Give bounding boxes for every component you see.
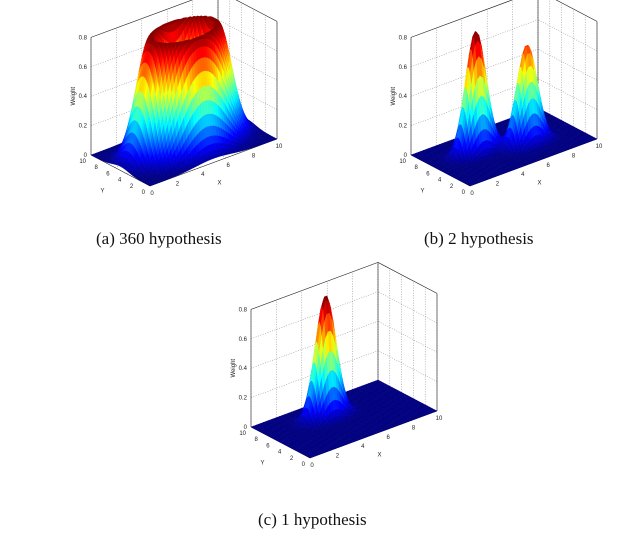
x-tick-label: 10 <box>276 144 283 150</box>
z-tick-label: 0.4 <box>79 94 88 100</box>
z-tick-label: 0.8 <box>79 35 88 41</box>
y-tick-label: 0 <box>142 190 146 196</box>
caption-a: (a) 360 hypothesis <box>96 229 222 248</box>
surface-plot-b: 0 0.2 0.4 0.6 0.8 0 2 4 6 8 10 0 2 4 6 8 10 X Y Weight <box>320 0 620 218</box>
x-tick-label: 4 <box>201 172 205 178</box>
y-axis-label: Y <box>100 189 104 195</box>
surface-cell <box>148 184 153 187</box>
x-tick-label: 8 <box>252 153 256 159</box>
y-tick-label: 2 <box>130 184 134 190</box>
z-axis-label: Weight <box>71 87 77 106</box>
x-axis-label: X <box>217 181 221 187</box>
y-tick-label: 6 <box>106 171 110 177</box>
x-tick-label: 6 <box>227 163 231 169</box>
surface-mesh <box>90 15 278 187</box>
y-tick-label: 8 <box>94 165 98 171</box>
z-tick-label: 0.2 <box>79 124 88 130</box>
y-tick-label: 10 <box>79 159 86 165</box>
x-tick-label: 2 <box>176 182 180 188</box>
x-tick-label: 0 <box>150 191 154 197</box>
y-tick-label: 4 <box>118 178 122 184</box>
surface-plot-a: 0 0.2 0.4 0.6 0.8 0 2 4 6 8 10 0 2 4 6 8 10 X Y Weight <box>0 0 300 218</box>
z-tick-label: 0 <box>84 153 88 159</box>
z-tick-label: 0.6 <box>79 65 88 71</box>
surface-mesh <box>410 31 598 187</box>
